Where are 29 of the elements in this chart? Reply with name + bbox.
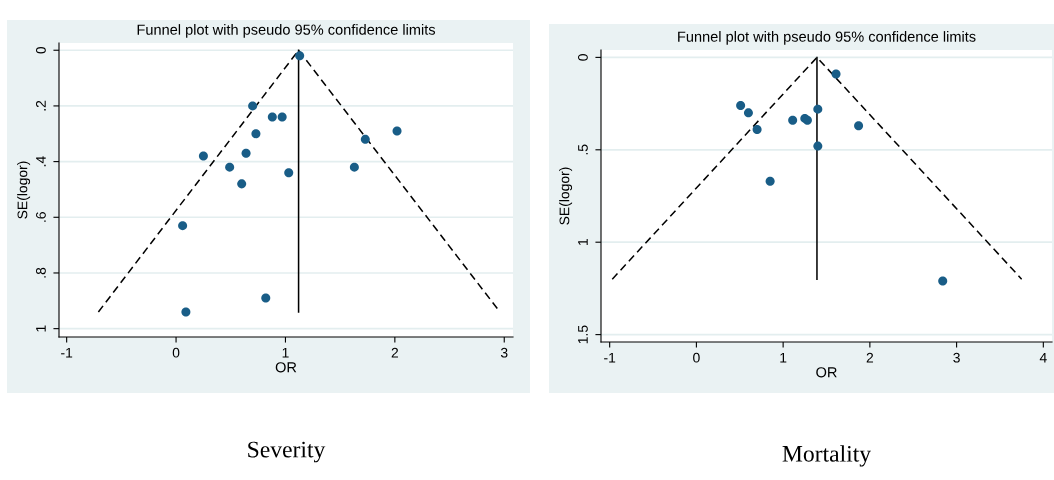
y-tick-label: 0	[36, 46, 46, 54]
x-tick-label: -1	[604, 352, 616, 363]
y-tick-label: .2	[36, 100, 46, 111]
y-tick-label: 0	[578, 54, 588, 61]
x-tick-label: 1	[780, 352, 787, 363]
x-tick-label: -1	[61, 347, 73, 358]
y-axis-title: SE(logor)	[17, 161, 31, 219]
y-tick-label: .8	[36, 267, 46, 278]
x-tick-label: 2	[391, 347, 399, 358]
x-tick-label: 0	[693, 352, 700, 363]
chart-title: Funnel plot with pseudo 95% confidence limits	[137, 24, 436, 38]
x-tick-label: 1	[282, 347, 289, 358]
x-axis-title: OR	[275, 362, 297, 373]
y-tick-label: .6	[36, 212, 46, 222]
text: Mortality	[782, 445, 871, 467]
x-tick-label: 4	[1039, 352, 1047, 363]
y-tick-label: 1.5	[578, 325, 588, 344]
x-axis-title: OR	[816, 367, 837, 378]
y-axis-title: SE(logor)	[559, 167, 573, 225]
chart-title: Funnel plot with pseudo 95% confidence limits	[678, 31, 976, 45]
x-tick-label: 2	[866, 352, 874, 363]
x-tick-label: 0	[172, 347, 180, 358]
x-tick-label: 3	[500, 347, 508, 358]
y-tick-label: 1	[578, 239, 588, 246]
text: Severity	[248, 441, 326, 463]
y-tick-label: .5	[578, 144, 588, 155]
y-tick-label: 1	[36, 325, 46, 332]
y-tick-label: .4	[36, 156, 46, 167]
x-tick-label: 3	[953, 352, 960, 363]
